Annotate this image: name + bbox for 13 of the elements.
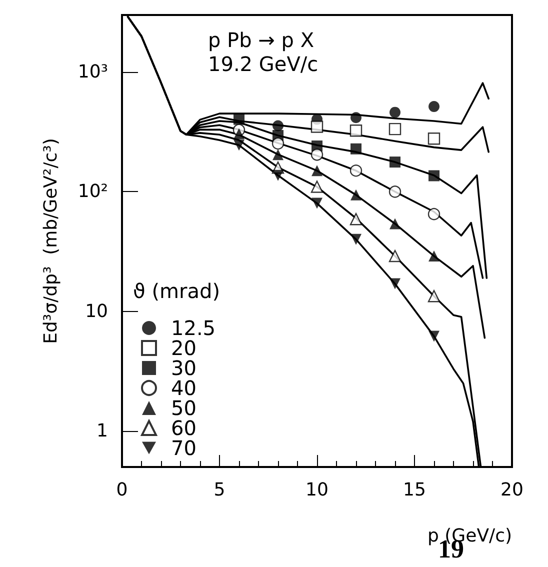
annotation: p Pb → p X [208,28,314,52]
x-tick-label: 20 [500,480,524,500]
y-tick-label: 10² [78,181,108,202]
y-axis-title: Ed³σ/dp³ (mb/GeV²/c³) [40,138,62,344]
x-tick-label: 5 [214,480,226,500]
y-tick-label: 1 [96,420,108,442]
x-tick-label: 10 [306,480,328,500]
annotation: 19.2 GeV/c [208,52,318,76]
legend-title: ϑ (mrad) [133,279,220,303]
y-tick-label: 10³ [78,62,108,83]
x-tick-label: 15 [403,480,426,500]
x-tick-label: 0 [116,480,128,500]
y-tick-label: 10 [85,300,108,322]
